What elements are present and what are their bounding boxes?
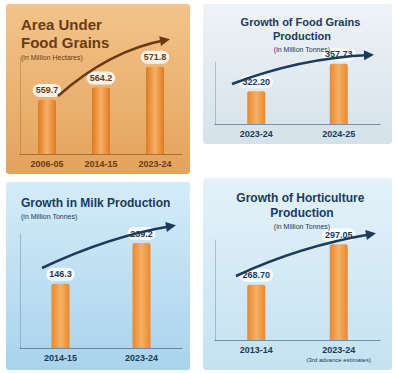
svg-text:2023-24: 2023-24 <box>240 129 273 139</box>
svg-text:2013-14: 2013-14 <box>240 345 273 355</box>
svg-text:Area Under: Area Under <box>21 16 106 33</box>
svg-text:564.2: 564.2 <box>90 73 113 83</box>
svg-text:2023-24: 2023-24 <box>138 159 171 169</box>
svg-text:268.70: 268.70 <box>242 270 270 281</box>
svg-text:2014-15: 2014-15 <box>84 159 117 169</box>
svg-text:(3rd advance estimates): (3rd advance estimates) <box>307 357 371 363</box>
svg-text:Production: Production <box>270 206 333 220</box>
svg-text:Production: Production <box>273 30 331 42</box>
svg-text:(in Million Hectares): (in Million Hectares) <box>21 54 83 62</box>
svg-text:2023-24: 2023-24 <box>125 353 158 363</box>
svg-text:Growth of Food Grains: Growth of Food Grains <box>241 16 364 28</box>
svg-text:322.20: 322.20 <box>242 76 270 87</box>
svg-text:(in Million Tonnes): (in Million Tonnes) <box>274 46 330 54</box>
svg-text:Growth of Horticulture: Growth of Horticulture <box>236 191 367 205</box>
svg-text:559.7: 559.7 <box>36 85 59 95</box>
svg-text:2023-24: 2023-24 <box>322 345 355 355</box>
svg-text:Food Grains: Food Grains <box>21 34 109 51</box>
svg-text:2006-05: 2006-05 <box>30 159 63 169</box>
svg-text:239.2: 239.2 <box>130 228 153 239</box>
svg-text:571.8: 571.8 <box>144 52 167 62</box>
svg-text:146.3: 146.3 <box>49 269 72 279</box>
svg-text:(in Million Tonnes): (in Million Tonnes) <box>274 223 330 231</box>
svg-text:2024-25: 2024-25 <box>322 129 355 139</box>
svg-text:357.73: 357.73 <box>325 49 353 60</box>
svg-text:(in Million Tonnes): (in Million Tonnes) <box>21 213 77 221</box>
svg-text:297.05: 297.05 <box>325 229 353 240</box>
svg-text:Growth in Milk Production: Growth in Milk Production <box>21 196 170 210</box>
svg-text:2014-15: 2014-15 <box>44 353 77 363</box>
